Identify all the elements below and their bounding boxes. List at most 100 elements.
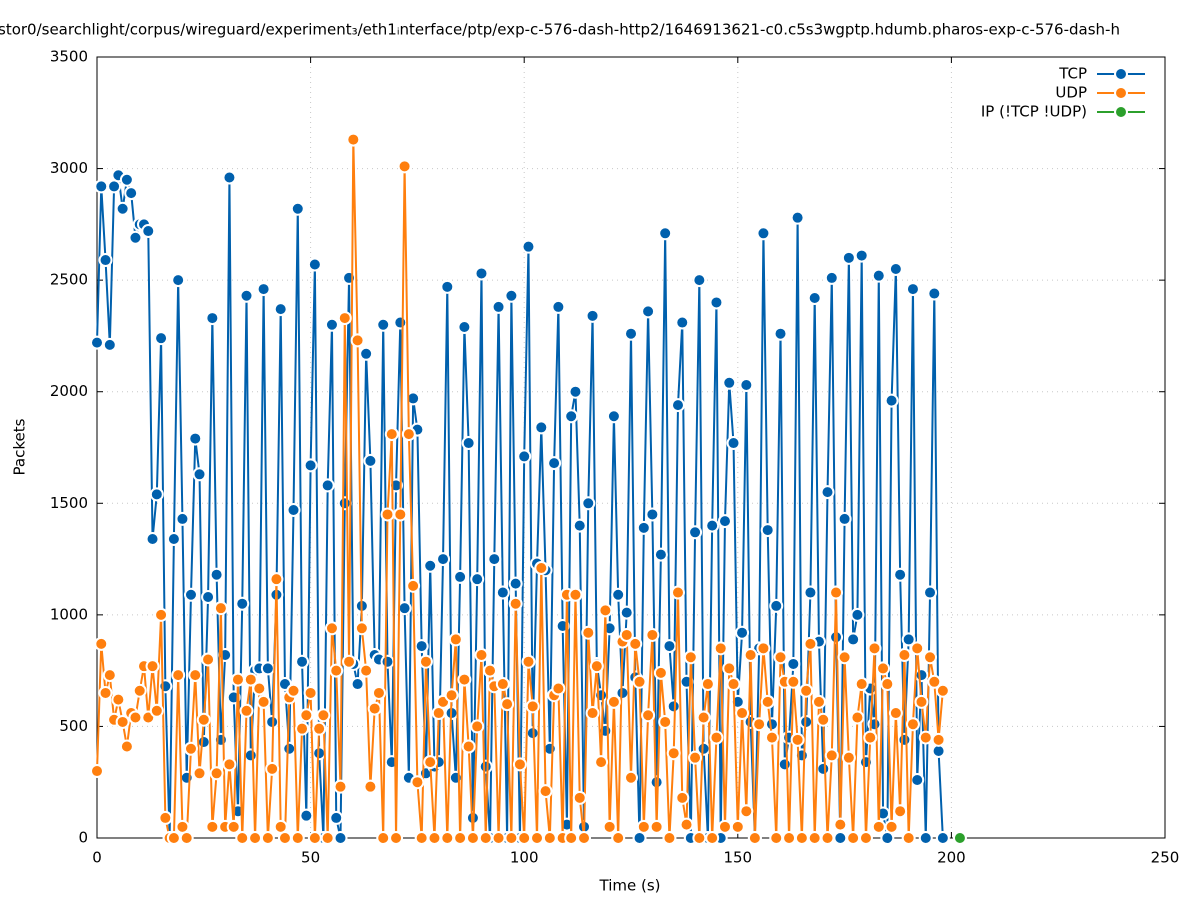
data-point — [179, 770, 194, 785]
data-point — [803, 636, 818, 651]
data-point — [205, 311, 220, 326]
data-point — [128, 230, 143, 245]
data-point — [568, 587, 583, 602]
data-point — [346, 132, 361, 147]
data-point — [363, 453, 378, 468]
data-point — [299, 808, 314, 823]
data-point — [820, 485, 835, 500]
data-point — [594, 688, 609, 703]
data-point — [811, 694, 826, 709]
data-point — [841, 750, 856, 765]
data-point — [128, 710, 143, 725]
y-tick-label: 3500 — [50, 48, 88, 66]
data-point — [517, 831, 532, 845]
data-point — [209, 567, 224, 582]
data-point — [154, 331, 169, 346]
data-point — [256, 282, 271, 297]
data-point — [632, 674, 647, 689]
data-point — [760, 523, 775, 538]
data-point — [478, 831, 493, 845]
data-point — [645, 507, 660, 522]
data-point — [307, 831, 322, 845]
data-point — [188, 431, 203, 446]
data-point — [389, 831, 404, 845]
data-point — [910, 641, 925, 656]
data-point — [504, 831, 519, 845]
data-point — [807, 831, 822, 845]
y-tick-label: 2500 — [50, 271, 88, 289]
plot-frame — [96, 56, 1166, 839]
data-point — [611, 587, 626, 602]
data-point — [743, 648, 758, 663]
data-point — [773, 326, 788, 341]
data-point — [602, 819, 617, 834]
data-point — [624, 326, 638, 341]
data-point — [726, 677, 741, 692]
data-point — [764, 730, 779, 745]
data-point — [547, 456, 562, 471]
x-tick-label: 200 — [937, 849, 966, 867]
data-point — [213, 601, 228, 616]
data-point — [521, 239, 536, 254]
data-point — [183, 741, 198, 756]
data-point — [581, 625, 596, 640]
data-point — [764, 717, 779, 732]
data-point — [589, 659, 604, 674]
data-point — [854, 248, 869, 263]
data-point — [641, 708, 656, 723]
data-point — [816, 761, 831, 776]
y-tick-label: 0 — [78, 829, 88, 847]
legend-item: TCP — [1058, 65, 1145, 83]
data-point — [551, 299, 566, 314]
legend-item: IP (!TCP !UDP) — [981, 103, 1145, 121]
data-point — [393, 315, 408, 330]
data-point — [384, 427, 399, 442]
data-point — [760, 694, 775, 709]
data-point — [149, 703, 164, 718]
data-point — [662, 831, 677, 845]
data-point — [628, 636, 643, 651]
data-point — [568, 384, 583, 399]
data-point — [256, 694, 271, 709]
data-point — [448, 770, 463, 785]
data-point — [786, 674, 801, 689]
data-point — [329, 663, 344, 678]
data-point — [884, 819, 899, 834]
data-point — [820, 831, 835, 845]
data-point — [363, 779, 378, 794]
data-point — [102, 337, 117, 352]
data-point — [914, 668, 929, 683]
data-point — [880, 677, 895, 692]
data-point — [260, 831, 275, 845]
data-point — [277, 831, 292, 845]
data-point — [487, 552, 502, 567]
x-tick-label: 150 — [723, 849, 752, 867]
data-point — [688, 750, 703, 765]
data-point — [807, 290, 822, 305]
data-point — [158, 679, 173, 694]
data-point — [726, 436, 741, 451]
data-point — [342, 270, 357, 285]
data-point — [606, 694, 621, 709]
data-point — [722, 375, 737, 390]
y-axis-label: Packets — [11, 418, 29, 475]
data-point — [414, 831, 429, 845]
data-point — [98, 685, 113, 700]
data-point — [350, 333, 365, 348]
data-point — [636, 819, 651, 834]
data-point — [457, 320, 472, 335]
data-point — [918, 831, 933, 845]
data-point — [653, 665, 668, 680]
data-point — [619, 627, 634, 642]
data-point — [166, 831, 181, 845]
data-point — [461, 436, 476, 451]
data-point — [440, 279, 455, 294]
data-point — [98, 253, 113, 268]
data-point — [119, 172, 134, 187]
series-line — [96, 138, 944, 839]
data-point — [320, 478, 335, 493]
data-point — [786, 656, 801, 671]
data-point — [380, 507, 395, 522]
data-point — [688, 525, 703, 540]
data-point — [179, 831, 194, 845]
